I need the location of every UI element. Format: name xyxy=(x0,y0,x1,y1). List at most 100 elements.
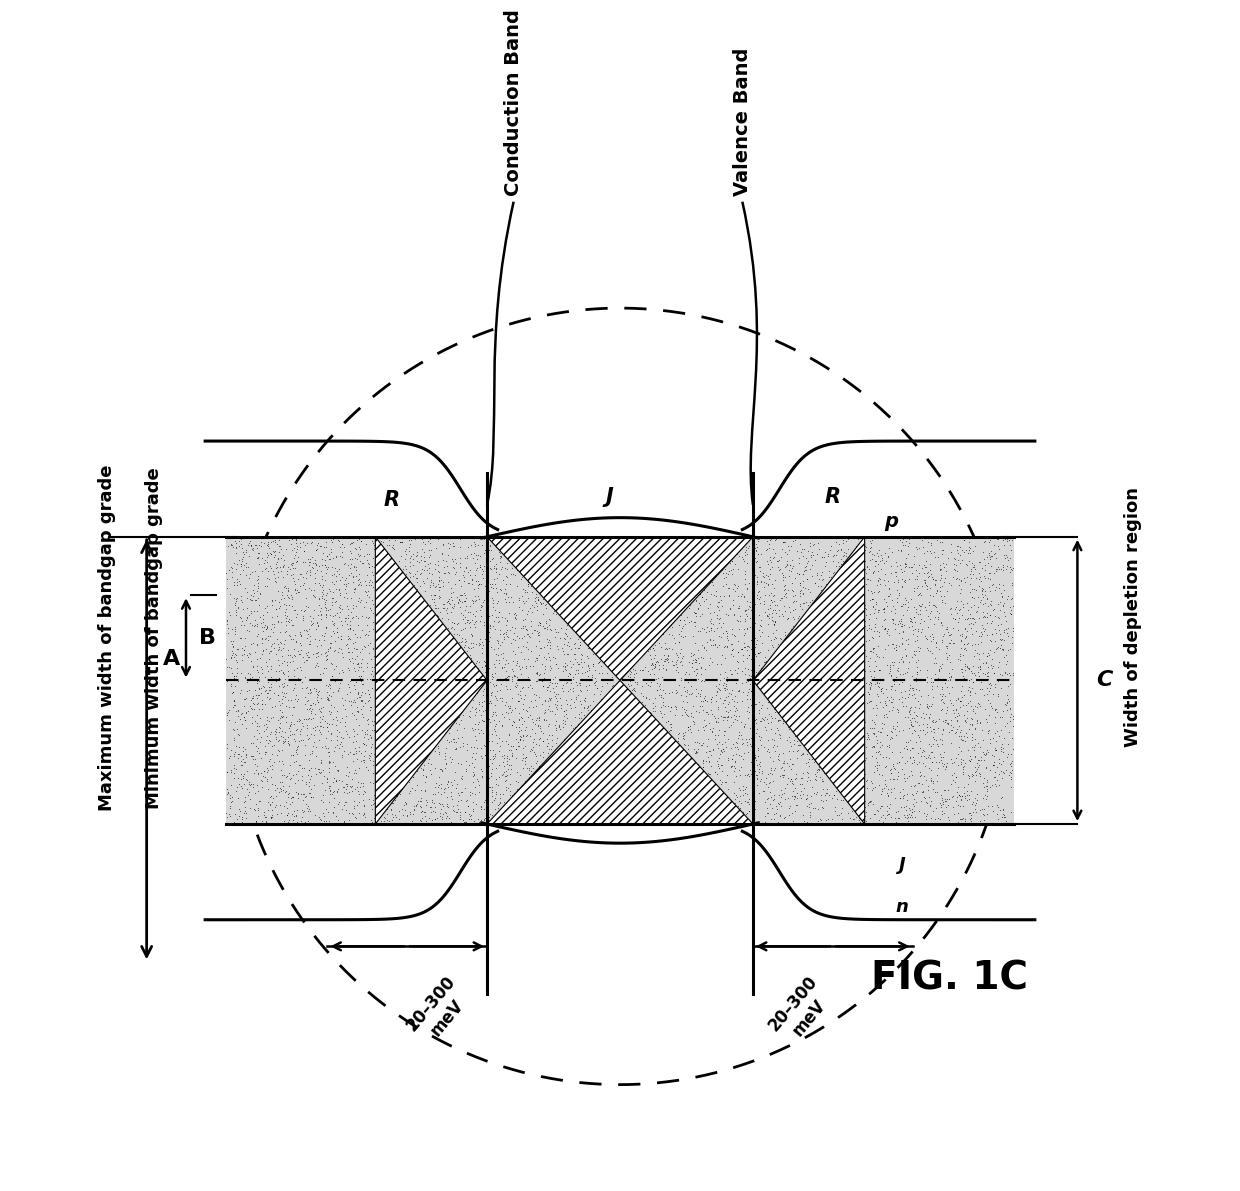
Point xyxy=(748,551,768,570)
Point xyxy=(743,731,763,750)
Point xyxy=(755,707,775,727)
Point xyxy=(489,807,508,827)
Point xyxy=(967,753,987,772)
Point xyxy=(427,599,446,618)
Point xyxy=(627,673,647,692)
Point xyxy=(306,737,326,756)
Point xyxy=(766,646,786,665)
Point xyxy=(895,570,915,590)
Point xyxy=(497,748,517,767)
Point xyxy=(258,661,278,680)
Point xyxy=(744,640,764,659)
Point xyxy=(930,685,950,704)
Point xyxy=(365,712,384,731)
Point xyxy=(372,653,392,672)
Point xyxy=(808,759,828,778)
Point xyxy=(377,775,397,794)
Point xyxy=(588,716,608,735)
Point xyxy=(867,800,887,819)
Point xyxy=(728,787,748,806)
Point xyxy=(743,657,763,676)
Point xyxy=(750,557,770,576)
Point xyxy=(906,537,926,556)
Point xyxy=(770,591,790,610)
Point xyxy=(929,661,949,680)
Point xyxy=(920,797,940,816)
Point xyxy=(454,572,474,591)
Point xyxy=(250,648,270,667)
Point xyxy=(590,809,610,828)
Point xyxy=(236,636,255,655)
Point xyxy=(993,596,1013,615)
Point xyxy=(562,563,582,582)
Point xyxy=(259,734,279,753)
Point xyxy=(283,568,303,587)
Point xyxy=(626,692,646,711)
Point xyxy=(749,669,769,688)
Point xyxy=(627,534,647,553)
Point xyxy=(797,569,817,588)
Point xyxy=(743,581,763,600)
Point xyxy=(872,681,892,700)
Point xyxy=(489,612,508,631)
Point xyxy=(311,725,331,744)
Point xyxy=(904,684,924,703)
Point xyxy=(645,659,665,678)
Point xyxy=(243,538,263,557)
Point xyxy=(273,585,293,604)
Point xyxy=(727,785,746,804)
Point xyxy=(742,640,761,659)
Point xyxy=(551,699,570,718)
Point xyxy=(317,722,337,741)
Point xyxy=(714,668,734,687)
Point xyxy=(867,621,887,640)
Point xyxy=(580,581,600,600)
Point xyxy=(283,706,303,725)
Point xyxy=(412,698,432,717)
Point xyxy=(620,530,640,549)
Point xyxy=(280,725,300,744)
Point xyxy=(923,628,942,647)
Point xyxy=(559,575,579,594)
Point xyxy=(816,748,836,767)
Point xyxy=(857,556,877,575)
Point xyxy=(379,656,399,675)
Point xyxy=(678,735,698,754)
Point xyxy=(503,548,523,567)
Point xyxy=(723,669,743,688)
Text: FIG. 1C: FIG. 1C xyxy=(872,959,1028,997)
Point xyxy=(851,668,870,687)
Point xyxy=(577,799,596,818)
Point xyxy=(502,660,522,679)
Point xyxy=(832,760,852,779)
Point xyxy=(425,797,445,816)
Point xyxy=(510,799,529,818)
Point xyxy=(885,719,905,738)
Point xyxy=(889,659,909,678)
Point xyxy=(678,793,698,812)
Point xyxy=(413,807,433,827)
Point xyxy=(443,704,463,723)
Point xyxy=(529,736,549,755)
Point xyxy=(967,713,987,732)
Point xyxy=(486,555,506,574)
Point xyxy=(228,536,248,555)
Point xyxy=(742,649,761,668)
Point xyxy=(226,590,246,609)
Point xyxy=(286,782,306,802)
Point xyxy=(453,782,472,802)
Point xyxy=(226,543,246,562)
Point xyxy=(944,634,963,653)
Point xyxy=(847,648,867,667)
Point xyxy=(413,684,433,703)
Point xyxy=(780,556,800,575)
Point xyxy=(410,666,430,685)
Point xyxy=(631,711,651,730)
Point xyxy=(794,744,813,763)
Point xyxy=(825,775,844,794)
Point xyxy=(422,790,441,809)
Point xyxy=(647,674,667,693)
Point xyxy=(362,734,382,753)
Point xyxy=(269,611,289,630)
Point xyxy=(703,559,723,578)
